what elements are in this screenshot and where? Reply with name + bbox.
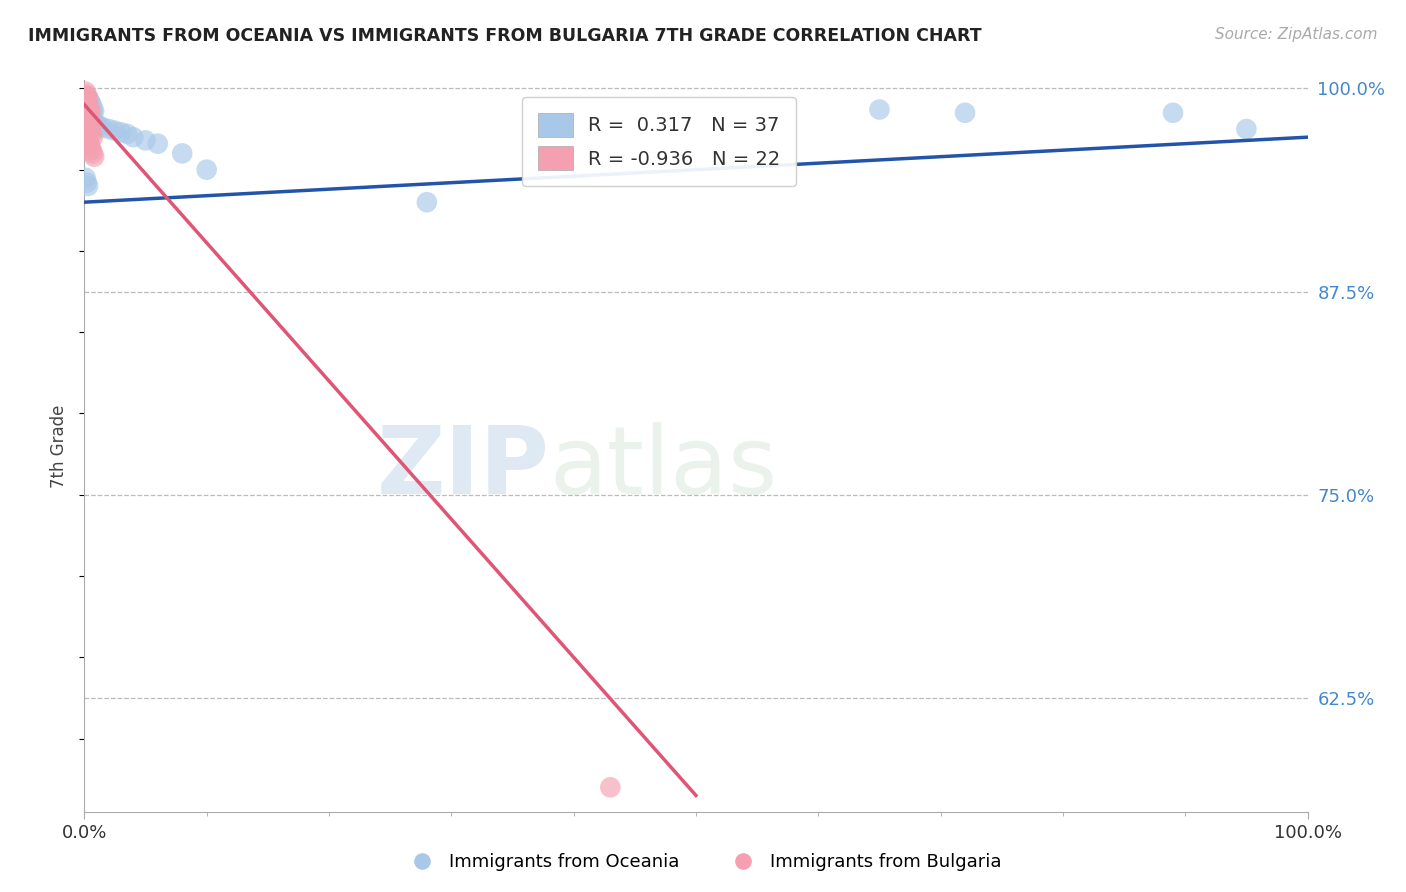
Point [97,122,120,136]
Point [80,117,103,131]
Point [599,780,621,795]
Point [79,104,101,119]
Point [104,123,127,137]
Text: IMMIGRANTS FROM OCEANIA VS IMMIGRANTS FROM BULGARIA 7TH GRADE CORRELATION CHART: IMMIGRANTS FROM OCEANIA VS IMMIGRANTS FR… [28,27,981,45]
Point [195,162,218,177]
Point [83,104,105,119]
Point [77,136,100,151]
Point [79,105,101,120]
Point [77,133,100,147]
Legend: R =  0.317   N = 37, R = -0.936   N = 22: R = 0.317 N = 37, R = -0.936 N = 22 [522,97,796,186]
Point [416,195,439,210]
Point [82,103,104,117]
Point [80,127,103,141]
Text: atlas: atlas [550,422,778,514]
Legend: Immigrants from Oceania, Immigrants from Bulgaria: Immigrants from Oceania, Immigrants from… [396,847,1010,879]
Point [77,120,100,135]
Point [146,136,169,151]
Point [77,109,100,123]
Point [82,146,104,161]
Point [77,91,100,105]
Point [79,96,101,111]
Point [172,146,194,161]
Text: Source: ZipAtlas.com: Source: ZipAtlas.com [1215,27,1378,42]
Point [86,117,108,131]
Point [80,107,103,121]
Text: ZIP: ZIP [377,422,550,514]
Point [80,143,103,157]
Point [953,105,976,120]
Point [75,170,97,185]
Point [77,97,100,112]
Point [87,119,110,133]
Point [77,93,100,107]
Point [77,101,100,115]
Point [91,120,114,135]
Point [77,111,100,125]
Point [79,123,101,137]
Point [77,99,100,113]
Point [122,130,145,145]
Point [80,114,103,128]
Point [76,95,98,109]
Point [79,112,101,127]
Point [77,91,100,105]
Point [83,150,105,164]
Point [75,85,97,99]
Point [80,97,103,112]
Point [79,114,101,128]
Point [77,178,100,193]
Point [1161,105,1184,120]
Point [1236,122,1258,136]
Point [77,101,100,115]
Point [79,140,101,154]
Y-axis label: 7th Grade: 7th Grade [51,404,69,488]
Point [869,103,891,117]
Point [77,111,100,125]
Point [76,95,98,109]
Point [83,115,105,129]
Point [76,176,98,190]
Point [77,107,100,121]
Point [76,87,98,102]
Point [82,130,104,145]
Point [76,89,98,103]
Point [115,127,138,141]
Point [135,133,157,147]
Point [110,125,132,139]
